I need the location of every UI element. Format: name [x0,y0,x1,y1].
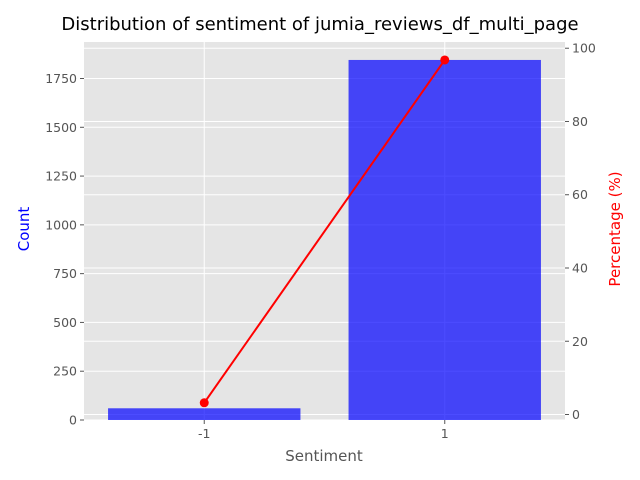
right-axis-ticks: 0 20 40 60 80 100 [565,41,596,422]
y-tick-label: 1750 [45,71,77,86]
left-axis-ticks: 0 250 500 750 1000 1250 1500 1750 [45,71,84,428]
x-axis-ticks: -1 1 [198,420,449,441]
y-tick-label: 250 [53,364,77,379]
percentage-point [440,55,450,65]
chart-title: Distribution of sentiment of jumia_revie… [61,14,578,35]
percentage-point [199,398,209,408]
bar-series [108,59,541,420]
x-tick-label: -1 [198,426,210,441]
y-tick-label: 1000 [45,217,77,232]
percentage-series [199,55,450,408]
y-tick-label: 1250 [45,169,77,184]
x-axis-label: Sentiment [285,447,363,465]
bar [108,408,301,420]
y-tick-label: 750 [53,266,77,281]
y2-tick-label: 60 [572,187,588,202]
y2-tick-label: 80 [572,114,588,129]
y2-tick-label: 0 [572,407,580,422]
y-axis-label: Count [15,207,33,252]
bar [348,59,541,420]
y2-tick-label: 100 [572,41,596,56]
y2-axis-label: Percentage (%) [606,171,624,286]
y2-tick-label: 20 [572,334,588,349]
y-tick-label: 500 [53,315,77,330]
y2-tick-label: 40 [572,260,588,275]
percentage-line [203,59,446,404]
y-tick-label: 0 [69,413,77,428]
y-tick-label: 1500 [45,120,77,135]
x-tick-label: 1 [441,426,449,441]
